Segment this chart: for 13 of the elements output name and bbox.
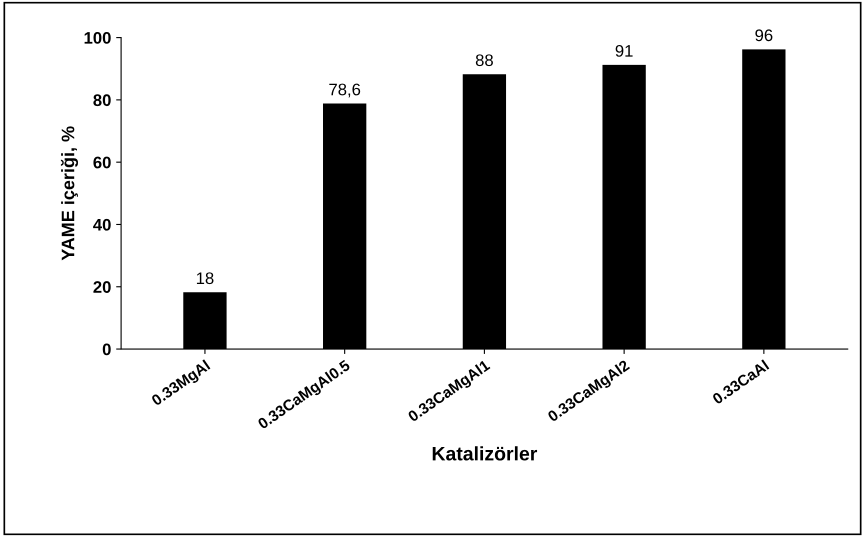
- y-axis-title: YAME içeriği, %: [60, 126, 78, 260]
- y-tick-label: 60: [93, 156, 111, 168]
- y-tick-label: 40: [93, 218, 111, 231]
- data-label: 18: [196, 272, 214, 284]
- data-label: 91: [616, 44, 633, 57]
- data-label: 78,6: [329, 84, 360, 98]
- y-tick-label: 100: [84, 32, 111, 44]
- y-tick-label: 80: [93, 94, 111, 106]
- y-tick-label: 20: [93, 281, 111, 293]
- x-axis-title: Katalizörler: [432, 446, 538, 461]
- data-label: 96: [755, 29, 772, 42]
- data-label: 88: [476, 54, 493, 66]
- y-tick-label: 0: [102, 343, 111, 356]
